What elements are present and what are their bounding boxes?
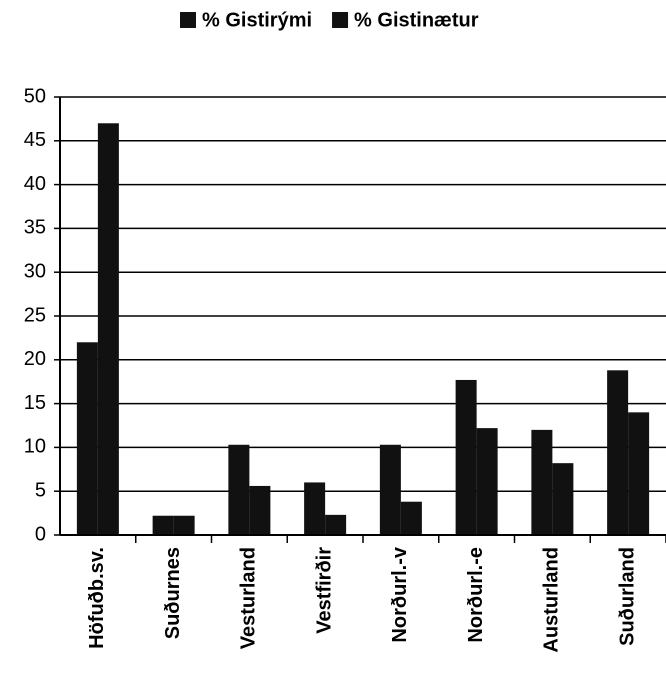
bar	[304, 482, 326, 535]
legend-swatch	[332, 12, 349, 28]
y-tick-label: 40	[24, 173, 46, 195]
bar	[152, 515, 174, 535]
y-tick-label: 30	[24, 260, 46, 282]
y-tick-label: 45	[24, 129, 46, 151]
y-tick-label: 35	[24, 217, 46, 239]
x-tick-label: Norðurl.-v	[389, 546, 411, 642]
y-tick-label: 10	[24, 436, 46, 458]
x-tick-label: Vesturland	[238, 547, 260, 649]
x-tick-label: Suðurnes	[162, 547, 184, 639]
y-tick-label: 5	[35, 479, 46, 501]
bar	[173, 515, 195, 535]
bar	[97, 123, 119, 535]
y-tick-label: 50	[24, 85, 46, 107]
bar	[552, 463, 574, 535]
bar	[379, 444, 401, 535]
legend-label: % Gistirými	[202, 9, 312, 31]
y-tick-label: 20	[24, 348, 46, 370]
bar	[476, 428, 498, 535]
bar	[455, 379, 477, 535]
y-tick-label: 15	[24, 392, 46, 414]
bar	[249, 485, 271, 535]
x-tick-label: Norðurl.-e	[465, 547, 487, 643]
y-tick-label: 25	[24, 304, 46, 326]
x-tick-label: Suðurland	[616, 547, 638, 646]
bar	[628, 412, 650, 535]
x-tick-label: Vestfirðir	[313, 547, 335, 634]
bar	[76, 342, 98, 535]
bar	[400, 501, 422, 535]
bar	[607, 370, 629, 535]
y-tick-label: 0	[35, 523, 46, 545]
x-tick-label: Höfuðb.sv.	[86, 547, 108, 649]
x-tick-label: Austurland	[541, 547, 563, 653]
bar	[325, 514, 347, 535]
legend-label: % Gistinætur	[354, 9, 479, 31]
legend-swatch	[180, 12, 196, 28]
bar	[228, 444, 250, 535]
bar	[531, 429, 553, 535]
